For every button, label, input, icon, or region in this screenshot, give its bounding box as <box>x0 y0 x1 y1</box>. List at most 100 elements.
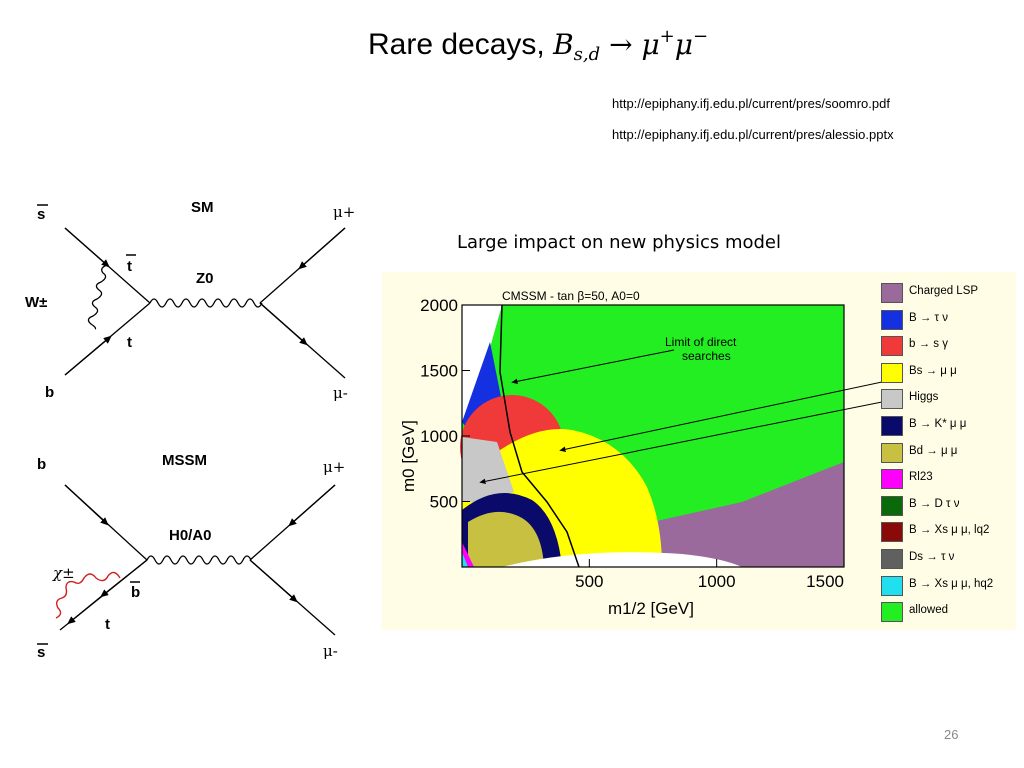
formula-sub: s,d <box>573 44 601 65</box>
legend-item: B → Xs μ μ, hq2 <box>878 575 1008 597</box>
plot-title: CMSSM - tan β=50, A0=0 <box>502 289 640 303</box>
mssm-diagram <box>59 484 336 636</box>
reference-link-1[interactable]: http://epiphany.ifj.edu.pl/current/pres/… <box>612 96 890 111</box>
bs-arrow <box>559 381 882 453</box>
sm-label-w: W± <box>25 294 47 311</box>
legend-swatch <box>881 495 903 516</box>
plot-caption: Large impact on new physics model <box>457 232 782 253</box>
legend-item: B → K* μ μ <box>878 415 1008 437</box>
legend-label: Higgs <box>909 391 939 404</box>
mssm-label-bbar: b <box>131 584 140 601</box>
legend-item: allowed <box>878 601 1008 623</box>
formula-sup2: − <box>692 26 709 47</box>
feynman-diagrams: s b W± t t SM Z0 μ+ μ- b s MSSM H0/A0 χ±… <box>25 199 355 661</box>
legend-item: B → τ ν <box>878 309 1008 331</box>
legend-label: b → s γ <box>909 338 948 351</box>
excluded-white-region <box>462 305 502 422</box>
sm-label-tbar: t <box>127 258 132 275</box>
annotation-arrow <box>511 349 675 385</box>
y-ticks: 2000 1500 1000 500 <box>420 296 470 512</box>
legend-swatch <box>881 549 903 569</box>
legend-item: Bd → μ μ <box>878 442 1008 464</box>
sm-label-s: s <box>37 206 45 223</box>
legend-label: Rl23 <box>909 471 933 484</box>
sm-label-muplus: μ+ <box>333 203 355 221</box>
legend-swatch <box>881 522 903 543</box>
legend-item: B → D τ ν <box>878 495 1008 517</box>
legend-label: B → K* μ μ <box>909 418 967 430</box>
legend-swatch <box>881 309 903 330</box>
b-xs-mu-mu-hq2-region <box>462 552 468 567</box>
sm-label-z0: Z0 <box>196 270 214 287</box>
sm-diagram <box>64 227 346 379</box>
mssm-label-stop: t <box>105 616 110 633</box>
page-number: 26 <box>944 727 959 742</box>
legend-swatch <box>881 416 903 436</box>
title-text: Rare decays, <box>368 28 545 61</box>
formula-mu2: μ <box>674 28 693 61</box>
legend-label: B → D τ ν <box>909 497 960 510</box>
legend-item: B → Xs μ μ, lq2 <box>878 521 1008 543</box>
legend-label: B → Xs μ μ, hq2 <box>909 577 994 590</box>
legend-label: allowed <box>909 604 948 617</box>
legend-item: Rl23 <box>878 468 1008 490</box>
mssm-label-muplus: μ+ <box>323 458 345 476</box>
legend-label: Ds → τ ν <box>909 551 955 563</box>
x-ticks: 500 1000 1500 <box>575 559 845 591</box>
legend-item: Higgs <box>878 388 1008 410</box>
mssm-title: MSSM <box>162 452 207 469</box>
legend-swatch <box>881 336 903 357</box>
mssm-label-h0a0: H0/A0 <box>169 527 212 544</box>
legend-swatch <box>881 442 903 463</box>
formula-sup1: + <box>659 26 675 47</box>
legend-swatch <box>881 469 903 490</box>
mssm-label-chargino: χ± <box>52 564 75 582</box>
higgs-arrow <box>479 401 882 485</box>
legend-label: Charged LSP <box>909 285 979 297</box>
legend-item: Ds → τ ν <box>878 548 1008 570</box>
legend-swatch <box>881 389 903 410</box>
y-axis-label: m0 [GeV] <box>399 420 418 492</box>
sm-label-muminus: μ- <box>333 384 348 402</box>
legend-label: B → Xs μ μ, lq2 <box>909 524 990 537</box>
legend-item: Bs → μ μ <box>878 362 1008 384</box>
bd-mu-mu-region <box>468 511 544 567</box>
sm-label-t: t <box>127 334 132 351</box>
legend-label: Bd → μ μ <box>909 444 958 457</box>
x-tick-label: 500 <box>575 572 603 591</box>
chargino-wavy-line <box>55 571 121 619</box>
sm-label-b: b <box>45 384 54 401</box>
reference-links: http://epiphany.ifj.edu.pl/current/pres/… <box>612 88 894 150</box>
cmssm-plot: 2000 1500 1000 500 500 1000 1500 CMSSM - tan … <box>399 289 882 618</box>
slide-title: Rare decays, Bs,d → μ+μ− <box>368 26 768 76</box>
mssm-label-sbar: s <box>37 644 45 661</box>
mssm-label-b: b <box>37 456 46 473</box>
legend-swatch <box>881 602 903 623</box>
plot-annotation: Limit of direct searches <box>665 335 737 363</box>
legend-label: Bs → μ μ <box>909 364 957 377</box>
title-formula: Bs,d → μ+μ− <box>553 26 709 65</box>
legend-item: b → s γ <box>878 335 1008 357</box>
legend-swatch <box>881 362 903 383</box>
legend-swatch <box>881 283 903 303</box>
sm-title: SM <box>191 199 214 216</box>
reference-link-2[interactable]: http://epiphany.ifj.edu.pl/current/pres/… <box>612 127 894 142</box>
y-tick-label: 2000 <box>420 296 458 315</box>
formula-mu1: μ <box>641 28 660 61</box>
y-tick-label: 1000 <box>420 427 458 446</box>
legend-swatch <box>881 575 903 596</box>
x-axis-label: m1/2 [GeV] <box>608 599 694 618</box>
mssm-label-muminus: μ- <box>323 642 338 660</box>
sm-labels: s b W± t t SM Z0 μ+ μ- <box>25 199 355 402</box>
x-tick-label: 1500 <box>806 572 844 591</box>
legend-label: B → τ ν <box>909 311 949 324</box>
formula-arrow: → <box>609 28 633 61</box>
x-tick-label: 1000 <box>698 572 736 591</box>
bottom-white-region <box>502 552 742 567</box>
y-tick-label: 1500 <box>420 362 458 381</box>
charged-lsp-region <box>652 462 844 567</box>
legend-item: Charged LSP <box>878 282 1008 304</box>
formula-b: B <box>553 28 574 61</box>
direct-search-limit-line <box>499 304 580 568</box>
higgs-region <box>462 437 514 502</box>
